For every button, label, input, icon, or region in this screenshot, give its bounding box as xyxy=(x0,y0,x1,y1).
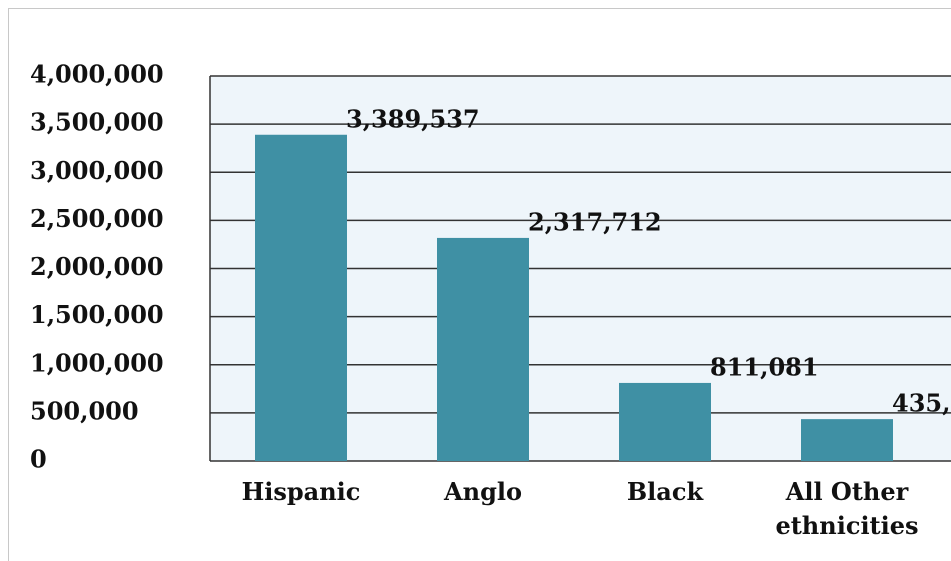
x-tick-label: Anglo xyxy=(444,477,522,506)
value-label: 811,081 xyxy=(710,352,819,381)
y-tick-label: 1,000,000 xyxy=(30,348,164,377)
bar xyxy=(619,382,711,461)
y-tick-label: 500,000 xyxy=(30,396,139,425)
value-label: 3,389,537 xyxy=(346,104,480,133)
y-tick-label: 2,500,000 xyxy=(30,204,164,233)
bar xyxy=(437,237,529,461)
x-tick-label: Hispanic xyxy=(241,477,361,506)
value-label: 435,000 xyxy=(892,389,951,418)
y-tick-label: 3,500,000 xyxy=(30,108,164,137)
value-label: 2,317,712 xyxy=(528,207,662,236)
frame xyxy=(8,8,951,561)
bar xyxy=(801,419,893,461)
y-tick-label: 2,000,000 xyxy=(30,252,164,281)
y-tick-label: 3,000,000 xyxy=(30,156,164,185)
y-tick-label: 0 xyxy=(30,445,47,474)
bar xyxy=(255,134,347,461)
y-tick-label: 4,000,000 xyxy=(30,60,164,89)
y-tick-label: 1,500,000 xyxy=(30,300,164,329)
x-tick-label: Black xyxy=(626,477,704,506)
x-tick-label: All Other ethnicities xyxy=(775,477,919,540)
